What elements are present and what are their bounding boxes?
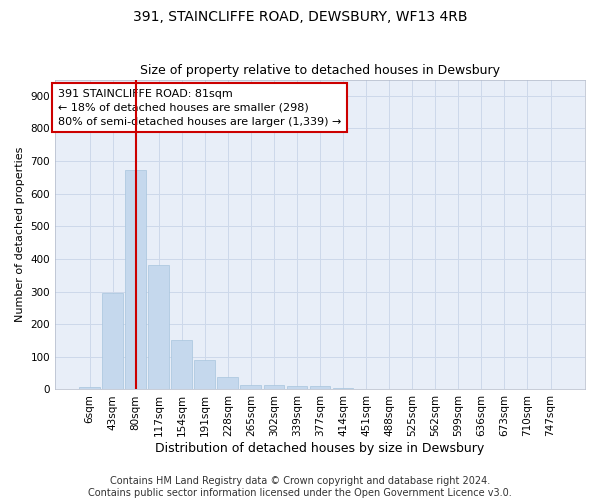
Bar (79, 387, 100, 390)
Bar (332, 388, 353, 390)
Text: 391, STAINCLIFFE ROAD, DEWSBURY, WF13 4RB: 391, STAINCLIFFE ROAD, DEWSBURY, WF13 4R… (133, 10, 467, 24)
Bar (287, 386, 307, 390)
Bar (125, 170, 146, 390)
Bar (310, 386, 331, 390)
Bar (194, 360, 215, 390)
Text: 391 STAINCLIFFE ROAD: 81sqm
← 18% of detached houses are smaller (298)
80% of se: 391 STAINCLIFFE ROAD: 81sqm ← 18% of det… (58, 89, 341, 127)
Bar (172, 340, 192, 390)
Bar (263, 385, 284, 390)
Text: Contains HM Land Registry data © Crown copyright and database right 2024.
Contai: Contains HM Land Registry data © Crown c… (88, 476, 512, 498)
X-axis label: Distribution of detached houses by size in Dewsbury: Distribution of detached houses by size … (155, 442, 485, 455)
Bar (148, 266, 169, 390)
Bar (241, 384, 261, 390)
Title: Size of property relative to detached houses in Dewsbury: Size of property relative to detached ho… (140, 64, 500, 77)
Bar (102, 293, 123, 390)
Y-axis label: Number of detached properties: Number of detached properties (15, 147, 25, 322)
Bar (217, 377, 238, 390)
